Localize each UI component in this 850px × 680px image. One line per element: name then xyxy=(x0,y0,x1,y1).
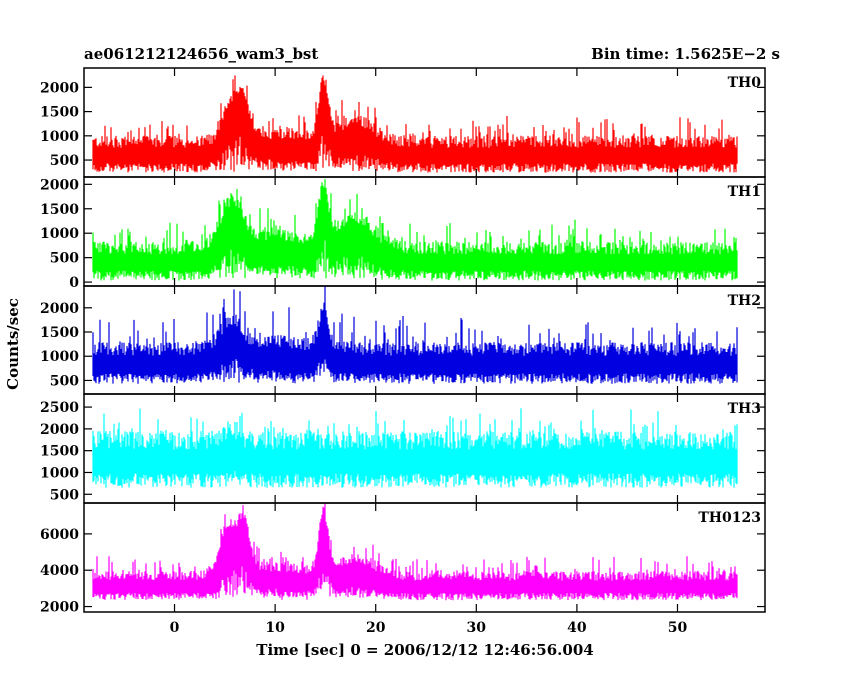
x-tick-label: 20 xyxy=(366,620,386,636)
series-trace-th0123 xyxy=(92,503,738,601)
y-tick-label: 1500 xyxy=(40,444,79,460)
y-tick-label: 500 xyxy=(50,153,79,169)
series-label-th1: TH1 xyxy=(728,184,761,200)
y-tick-label: 1000 xyxy=(40,349,79,365)
y-tick-label: 500 xyxy=(50,251,79,267)
series-trace-th1 xyxy=(92,179,738,281)
x-tick-label: 10 xyxy=(265,620,285,636)
y-tick-label: 2000 xyxy=(40,301,79,317)
y-tick-label: 2000 xyxy=(40,80,79,96)
y-tick-label: 500 xyxy=(50,373,79,389)
x-axis-label: Time [sec] 0 = 2006/12/12 12:46:56.004 xyxy=(256,641,593,659)
series-label-th3: TH3 xyxy=(728,401,761,417)
y-tick-label: 4000 xyxy=(40,563,79,579)
y-tick-label: 6000 xyxy=(40,527,79,543)
x-tick-label: 40 xyxy=(567,620,587,636)
y-tick-label: 1000 xyxy=(40,129,79,145)
y-tick-label: 2000 xyxy=(40,600,79,616)
series-trace-th3 xyxy=(92,408,738,488)
x-tick-label: 0 xyxy=(170,620,180,636)
series-label-th0: TH0 xyxy=(728,75,762,91)
y-tick-label: 2000 xyxy=(40,422,79,438)
y-tick-label: 1000 xyxy=(40,226,79,242)
x-tick-label: 50 xyxy=(668,620,688,636)
series-label-th2: TH2 xyxy=(728,293,761,309)
y-axis-label: Counts/sec xyxy=(4,298,22,390)
y-tick-label: 1500 xyxy=(40,105,79,121)
panel-frame-th0123 xyxy=(83,502,766,613)
series-trace-th0 xyxy=(92,75,738,173)
series-label-th0123: TH0123 xyxy=(698,510,761,526)
chart-title-right: Bin time: 1.5625E−2 s xyxy=(591,45,780,63)
y-tick-label: 0 xyxy=(69,275,79,291)
y-tick-label: 1500 xyxy=(40,325,79,341)
y-tick-label: 1000 xyxy=(40,465,79,481)
y-tick-label: 1500 xyxy=(40,202,79,218)
series-trace-th2 xyxy=(92,286,738,384)
chart-title-left: ae061212124656_wam3_bst xyxy=(84,45,318,63)
y-tick-label: 2500 xyxy=(40,400,79,416)
y-tick-label: 500 xyxy=(50,487,79,503)
y-tick-label: 2000 xyxy=(40,177,79,193)
x-tick-label: 30 xyxy=(467,620,487,636)
